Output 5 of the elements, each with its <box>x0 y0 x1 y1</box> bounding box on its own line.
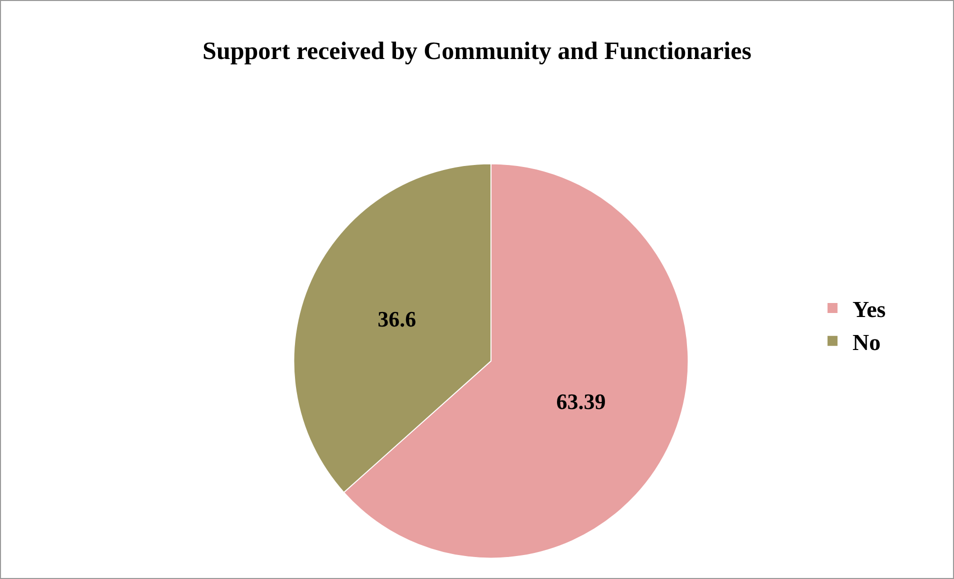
chart-title: Support received by Community and Functionaries <box>202 38 752 65</box>
legend-label: No <box>852 330 881 355</box>
data-label: 63.39 <box>556 388 606 414</box>
data-label: 36.6 <box>378 306 416 332</box>
legend-label: Yes <box>852 296 886 322</box>
